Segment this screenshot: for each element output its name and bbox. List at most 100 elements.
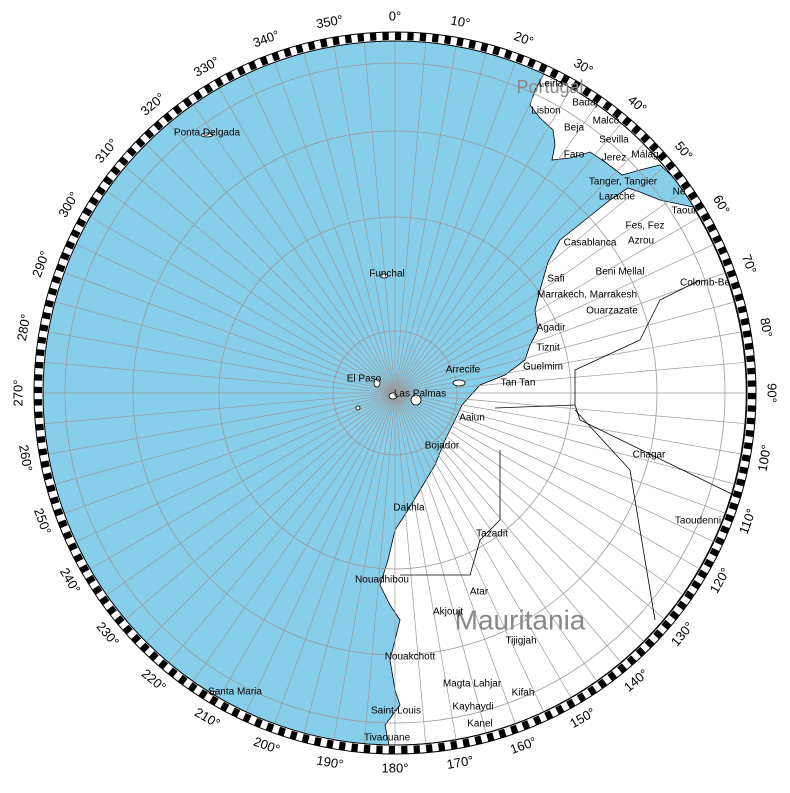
degree-label: 190° <box>315 753 344 772</box>
place-label: Málag <box>631 150 658 161</box>
place-label: Azrou <box>628 236 654 247</box>
country-label: Mauritania <box>455 604 586 635</box>
frame-outer <box>33 31 757 755</box>
place-label: Badaj <box>572 98 598 109</box>
degree-label: 0° <box>389 8 401 23</box>
degree-label: 290° <box>29 249 52 279</box>
place-label: Tijigjah <box>505 636 536 647</box>
place-label: Saint-Louis <box>371 706 421 717</box>
degree-label: 350° <box>315 12 344 31</box>
degree-label: 40° <box>625 92 650 116</box>
degree-label: 210° <box>192 704 223 730</box>
island <box>379 273 389 279</box>
degree-label: 220° <box>139 666 169 695</box>
place-label: Nouakchott <box>385 652 436 663</box>
place-label: Ouarzazate <box>586 306 638 317</box>
degree-label: 120° <box>706 565 732 596</box>
degree-label: 60° <box>710 192 733 217</box>
place-label: Ne <box>673 187 686 198</box>
place-label: Sevilla <box>599 135 629 146</box>
place-label: Dakhla <box>393 503 425 514</box>
degree-label: 80° <box>757 317 775 339</box>
degree-label: 50° <box>672 138 696 163</box>
place-label: Tazadit <box>476 529 508 540</box>
place-label: Marrakech, Marrakesh <box>537 290 637 301</box>
border <box>574 404 741 499</box>
degree-label: 250° <box>31 506 54 536</box>
island <box>200 132 214 138</box>
place-label: Agadir <box>537 323 567 334</box>
place-label: Beni Mellal <box>596 267 645 278</box>
border <box>400 450 501 576</box>
degree-label: 240° <box>57 565 83 596</box>
degree-label: 30° <box>571 55 596 78</box>
country-label: Portugal <box>516 77 583 97</box>
place-label: Bojador <box>425 441 460 452</box>
place-label: El Paso <box>347 374 382 385</box>
place-label: Tanger, Tangier <box>589 177 658 188</box>
place-label: Safi <box>547 274 564 285</box>
island <box>373 378 381 388</box>
degree-label: 10° <box>449 13 471 31</box>
place-label: Larache <box>599 192 636 203</box>
place-label: Leiria <box>539 79 564 90</box>
graticule <box>43 41 747 745</box>
place-label: Aaiun <box>459 413 485 424</box>
islands <box>200 132 466 696</box>
place-label: Malco <box>593 116 620 127</box>
degree-label: 20° <box>512 28 536 49</box>
place-label: Ponta Delgada <box>174 128 241 139</box>
degree-label: 280° <box>14 313 33 342</box>
place-label: Casablanca <box>564 238 617 249</box>
island <box>452 379 466 387</box>
place-label: Fes, Fez <box>626 221 665 232</box>
degree-label: 150° <box>567 704 598 730</box>
place-label: Kayhaydi <box>452 702 493 713</box>
place-label: Jerez <box>602 153 626 164</box>
place-label: Tiznit <box>536 343 560 354</box>
island <box>355 405 361 411</box>
borders <box>400 279 741 621</box>
place-labels: Portugal Mauritania Leiria Badaj Lisbon … <box>174 77 731 744</box>
place-label: Guelmim <box>523 362 563 373</box>
degree-label: 170° <box>446 753 475 772</box>
place-label: Las Palmas <box>394 389 446 400</box>
parallel <box>332 330 458 456</box>
place-label: Colomb-Be <box>680 278 730 289</box>
degree-label: 300° <box>55 189 81 220</box>
degree-label: 90° <box>765 383 780 403</box>
place-label: Faro <box>564 150 585 161</box>
place-label: Funchal <box>369 269 405 280</box>
island <box>388 392 398 400</box>
degree-label: 100° <box>755 444 774 473</box>
place-label: Taour <box>671 206 697 217</box>
place-label: Tan Tan <box>501 378 536 389</box>
frame-ticks <box>34 32 756 754</box>
place-label: Kanel <box>467 719 493 730</box>
degree-label: 180° <box>382 760 409 775</box>
degree-label: 340° <box>251 27 281 50</box>
place-label: Taoudenni <box>675 516 721 527</box>
degree-label: 260° <box>16 444 35 473</box>
place-label: Beja <box>564 123 584 134</box>
degree-label: 130° <box>668 619 697 649</box>
place-label: Nouadhibou <box>355 575 409 586</box>
parallel <box>132 130 658 656</box>
place-label: Lisbon <box>531 106 560 117</box>
degree-label: 70° <box>739 252 760 276</box>
frame-inner <box>42 40 748 746</box>
degree-label: 310° <box>92 136 121 166</box>
border <box>574 409 656 621</box>
place-label: Kifah <box>512 688 535 699</box>
island <box>410 394 422 406</box>
degree-label: 200° <box>252 734 282 757</box>
degree-label: 330° <box>191 53 222 79</box>
parallel <box>64 62 726 724</box>
parallel <box>218 216 572 570</box>
place-label: Magta Lahjar <box>443 679 502 690</box>
place-label: Tivaouane <box>364 733 411 744</box>
place-label: Arrecife <box>446 365 481 376</box>
degree-label: 320° <box>138 90 168 119</box>
place-label: Chagar <box>633 450 666 461</box>
